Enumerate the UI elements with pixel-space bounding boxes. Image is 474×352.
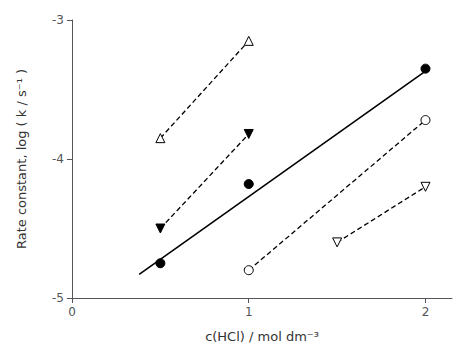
svg-text:-4: -4 bbox=[52, 152, 64, 166]
svg-text:c(HCl) / mol dm⁻³: c(HCl) / mol dm⁻³ bbox=[205, 329, 319, 344]
svg-text:Rate constant, log ( k / s⁻¹ ): Rate constant, log ( k / s⁻¹ ) bbox=[14, 69, 29, 249]
svg-text:-3: -3 bbox=[52, 13, 64, 27]
svg-text:0: 0 bbox=[68, 305, 76, 319]
svg-text:1: 1 bbox=[245, 305, 253, 319]
svg-text:-5: -5 bbox=[52, 291, 64, 305]
svg-text:2: 2 bbox=[422, 305, 430, 319]
